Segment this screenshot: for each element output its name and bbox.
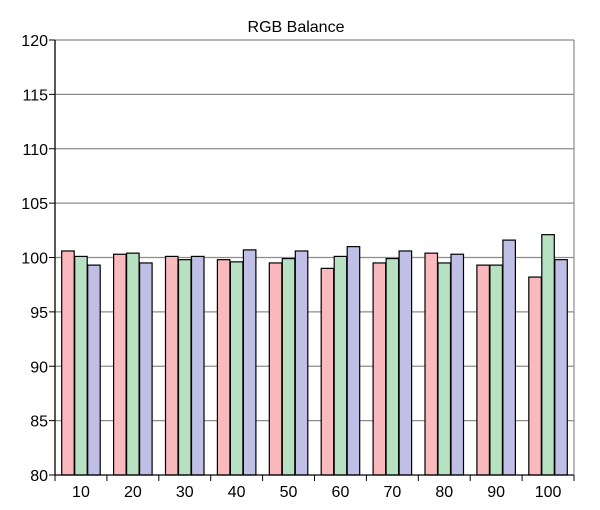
tick-labels: 80 85 90 95 100 105 110 115 120 10 20 30 40 50 60 70 80 9…: [21, 33, 561, 501]
bar: [398, 250, 413, 476]
chart-title: RGB Balance: [248, 19, 345, 36]
x-tick-label: 100: [535, 484, 562, 501]
y-tick-label: 95: [30, 305, 48, 322]
bar: [450, 253, 465, 476]
y-tick-label: 120: [21, 33, 48, 50]
x-tick-label: 70: [383, 484, 401, 501]
bars: [61, 234, 568, 476]
bar: [125, 252, 140, 476]
bar: [190, 255, 205, 476]
x-tick-label: 50: [280, 484, 298, 501]
bar: [333, 255, 348, 476]
bar: [437, 262, 452, 476]
y-tick-label: 100: [21, 251, 48, 268]
bar: [489, 264, 503, 476]
bar: [87, 264, 101, 476]
bar: [294, 250, 309, 476]
x-tick-label: 60: [332, 484, 350, 501]
bar: [61, 250, 75, 476]
bar: [502, 239, 516, 476]
bar: [541, 234, 555, 476]
x-tick-label: 10: [72, 484, 90, 501]
x-tick-label: 20: [124, 484, 142, 501]
x-tick-label: 80: [435, 484, 453, 501]
bar: [139, 262, 153, 476]
bar: [229, 261, 244, 476]
x-tick-label: 90: [487, 484, 505, 501]
bar: [528, 276, 542, 476]
bar: [242, 249, 257, 476]
bar: [320, 267, 335, 476]
bar: [372, 262, 387, 476]
y-tick-label: 85: [30, 414, 48, 431]
axes: [49, 39, 575, 481]
bar: [164, 255, 179, 476]
bar: [177, 259, 192, 476]
y-tick-label: 90: [30, 359, 48, 376]
x-tick-label: 30: [176, 484, 194, 501]
y-tick-label: 105: [21, 196, 48, 213]
bar: [216, 259, 231, 476]
bar: [385, 257, 400, 476]
bar: [281, 257, 296, 476]
x-tick-label: 40: [228, 484, 246, 501]
y-tick-label: 115: [22, 87, 48, 104]
bar: [74, 255, 88, 476]
y-tick-label: 110: [22, 142, 48, 159]
bar: [424, 252, 439, 476]
bar: [476, 264, 490, 476]
bar: [554, 259, 568, 476]
bar: [346, 246, 361, 476]
bar: [268, 262, 283, 476]
y-tick-label: 80: [30, 468, 48, 485]
bar: [112, 253, 127, 476]
